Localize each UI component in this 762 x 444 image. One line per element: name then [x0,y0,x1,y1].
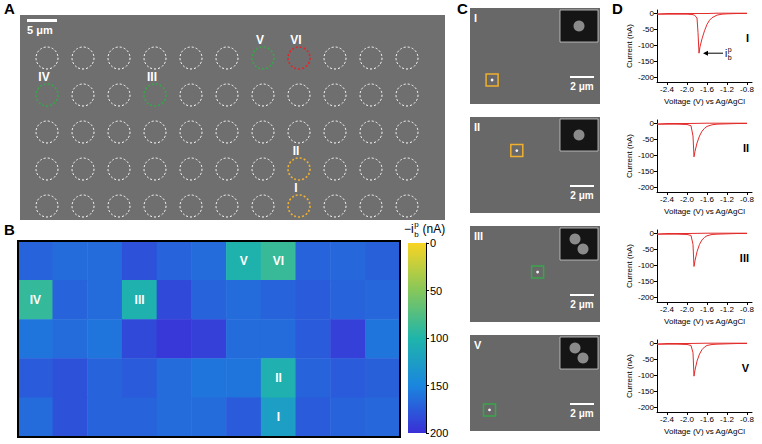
svg-text:I: I [474,12,477,24]
svg-text:2 μm: 2 μm [570,190,593,201]
svg-text:0: 0 [650,9,655,18]
svg-text:-1.6: -1.6 [700,415,714,424]
svg-text:-2.0: -2.0 [680,415,694,424]
svg-text:2 μm: 2 μm [570,408,593,419]
svg-text:2 μm: 2 μm [570,299,593,310]
svg-text:Current (nA): Current (nA) [625,24,634,68]
svg-text:I: I [277,410,280,424]
svg-text:-2.4: -2.4 [660,195,674,204]
svg-text:-2.4: -2.4 [660,415,674,424]
svg-text:-150: -150 [638,387,655,396]
svg-text:II: II [275,371,282,385]
svg-text:i: i [725,47,728,59]
svg-text:Current (nA): Current (nA) [625,354,634,398]
svg-text:0: 0 [650,119,655,128]
svg-text:Current (nA): Current (nA) [625,134,634,178]
svg-text:0: 0 [650,339,655,348]
svg-text:-150: -150 [638,277,655,286]
svg-text:p: p [414,219,419,229]
svg-text:D: D [612,0,623,17]
svg-text:-100: -100 [638,371,655,380]
svg-text:-1.6: -1.6 [700,85,714,94]
svg-text:2 μm: 2 μm [570,81,593,92]
svg-text:(nA): (nA) [419,222,445,236]
svg-text:-200: -200 [638,403,655,412]
svg-text:-2.4: -2.4 [660,305,674,314]
svg-text:I: I [746,32,749,44]
svg-text:-0.8: -0.8 [740,85,754,94]
svg-text:-0.8: -0.8 [740,305,754,314]
svg-text:-2.4: -2.4 [660,85,674,94]
svg-text:100: 100 [430,332,448,344]
svg-text:V: V [256,33,264,47]
svg-text:-1.2: -1.2 [720,195,734,204]
svg-text:VI: VI [273,254,284,268]
svg-text:-1.2: -1.2 [720,85,734,94]
svg-text:V: V [742,362,750,374]
svg-text:200: 200 [430,427,448,439]
svg-text:Voltage (V) vs Ag/AgCl: Voltage (V) vs Ag/AgCl [664,317,745,326]
svg-text:-2.0: -2.0 [680,85,694,94]
svg-text:-50: -50 [642,135,654,144]
svg-text:IV: IV [30,293,41,307]
svg-text:-0.8: -0.8 [740,415,754,424]
svg-text:V: V [474,339,482,351]
svg-text:b: b [414,229,419,239]
svg-text:50: 50 [430,285,442,297]
svg-text:-200: -200 [638,293,655,302]
svg-text:C: C [457,0,468,17]
svg-text:A: A [4,0,15,17]
svg-text:III: III [474,230,483,242]
svg-text:Voltage (V) vs Ag/AgCl: Voltage (V) vs Ag/AgCl [664,427,745,436]
svg-text:-1.6: -1.6 [700,305,714,314]
svg-text:IV: IV [38,70,49,84]
svg-text:III: III [135,293,145,307]
svg-text:-200: -200 [638,183,655,192]
svg-text:-100: -100 [638,151,655,160]
svg-text:p: p [728,46,732,54]
svg-text:Voltage (V) vs Ag/AgCl: Voltage (V) vs Ag/AgCl [664,97,745,106]
svg-text:−i: −i [404,222,414,236]
svg-text:II: II [743,142,749,154]
svg-text:-1.6: -1.6 [700,195,714,204]
svg-text:-150: -150 [638,57,655,66]
svg-text:V: V [240,254,248,268]
svg-text:-100: -100 [638,41,655,50]
svg-text:-50: -50 [642,245,654,254]
svg-text:I: I [294,181,297,195]
svg-text:-0.8: -0.8 [740,195,754,204]
svg-text:II: II [293,144,300,158]
svg-text:III: III [740,252,749,264]
svg-text:b: b [728,54,732,61]
svg-text:-2.0: -2.0 [680,305,694,314]
svg-text:-150: -150 [638,167,655,176]
svg-text:-50: -50 [642,355,654,364]
svg-text:5 μm: 5 μm [27,24,53,36]
svg-text:-200: -200 [638,73,655,82]
svg-text:-50: -50 [642,25,654,34]
svg-text:-1.2: -1.2 [720,415,734,424]
svg-text:0: 0 [650,229,655,238]
svg-text:-100: -100 [638,261,655,270]
svg-text:Current (nA): Current (nA) [625,244,634,288]
svg-text:0: 0 [430,237,436,249]
svg-text:Voltage (V) vs Ag/AgCl: Voltage (V) vs Ag/AgCl [664,207,745,216]
svg-text:-1.2: -1.2 [720,305,734,314]
svg-text:III: III [147,70,157,84]
svg-text:B: B [4,221,15,238]
svg-text:150: 150 [430,380,448,392]
svg-text:-2.0: -2.0 [680,195,694,204]
svg-text:II: II [474,121,480,133]
svg-text:VI: VI [290,33,301,47]
